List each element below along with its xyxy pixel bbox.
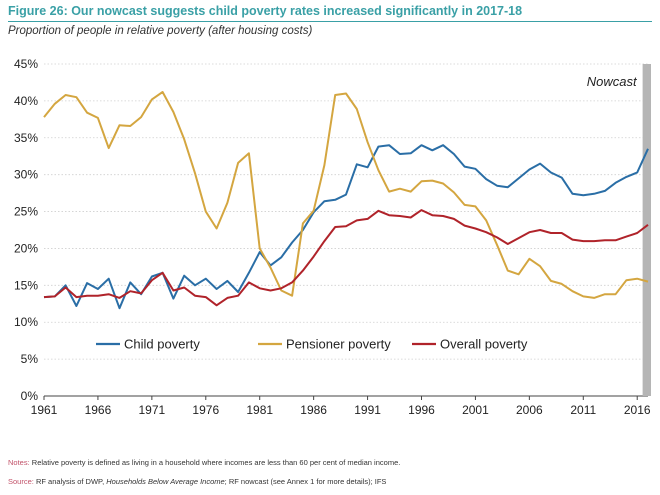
source-label: Source: — [8, 477, 34, 486]
notes-line: Notes: Relative poverty is defined as li… — [8, 458, 400, 467]
y-tick-label: 40% — [14, 94, 38, 108]
x-tick-label: 1971 — [139, 403, 166, 417]
y-tick-label: 10% — [14, 315, 38, 329]
y-tick-label: 20% — [14, 241, 38, 255]
y-tick-label: 30% — [14, 168, 38, 182]
x-tick-label: 1961 — [31, 403, 58, 417]
notes-label: Notes: — [8, 458, 30, 467]
y-tick-label: 45% — [14, 57, 38, 71]
overall-poverty-line — [43, 209, 649, 307]
y-axis-ticks: 0% 5% 10% 15% 20% 25% 30% 35% 40% 45% — [14, 57, 38, 403]
x-tick-label: 2001 — [462, 403, 489, 417]
poverty-line-chart: 0% 5% 10% 15% 20% 25% 30% 35% 40% 45% 1961 1966 197… — [14, 57, 651, 417]
legend-label-overall-poverty: Overall poverty — [440, 337, 528, 352]
x-tick-label: 1986 — [300, 403, 327, 417]
legend-label-child-poverty: Child poverty — [124, 337, 200, 352]
x-tick-label: 2016 — [624, 403, 651, 417]
legend-label-pensioner-poverty: Pensioner poverty — [286, 337, 391, 352]
y-tick-label: 15% — [14, 278, 38, 292]
source-text-1: RF analysis of DWP, — [35, 477, 107, 486]
figure-subtitle: Proportion of people in relative poverty… — [8, 25, 313, 37]
y-tick-label: 35% — [14, 131, 38, 145]
notes-text: Relative poverty is defined as living in… — [31, 458, 401, 467]
x-tick-label: 1991 — [354, 403, 381, 417]
y-tick-label: 5% — [21, 352, 39, 366]
x-tick-label: 1976 — [192, 403, 219, 417]
y-tick-label: 25% — [14, 205, 38, 219]
x-tick-label: 1981 — [246, 403, 273, 417]
x-tick-label: 2006 — [516, 403, 543, 417]
source-text-2: ; RF nowcast (see Annex 1 for more detai… — [224, 477, 387, 486]
x-tick-label: 2011 — [570, 403, 596, 417]
pensioner-poverty-line — [43, 91, 649, 299]
nowcast-band — [642, 64, 651, 396]
title-rule — [8, 21, 652, 22]
grid-layer — [44, 63, 648, 397]
x-axis-ticks: 1961 1966 1971 1976 1981 1986 1991 1996 2001 2006… — [31, 396, 651, 417]
x-tick-label: 1966 — [85, 403, 112, 417]
figure-title: Figure 26: Our nowcast suggests child po… — [8, 4, 523, 18]
legend: Child poverty Pensioner poverty Overall po… — [96, 337, 528, 352]
x-tick-label: 1996 — [408, 403, 435, 417]
nowcast-annotation: Nowcast — [587, 74, 638, 89]
source-line: Source: RF analysis of DWP, Households B… — [8, 477, 386, 486]
source-text-italic: Households Below Average Income — [106, 477, 225, 486]
series-layer — [43, 91, 649, 310]
y-tick-label: 0% — [21, 389, 39, 403]
